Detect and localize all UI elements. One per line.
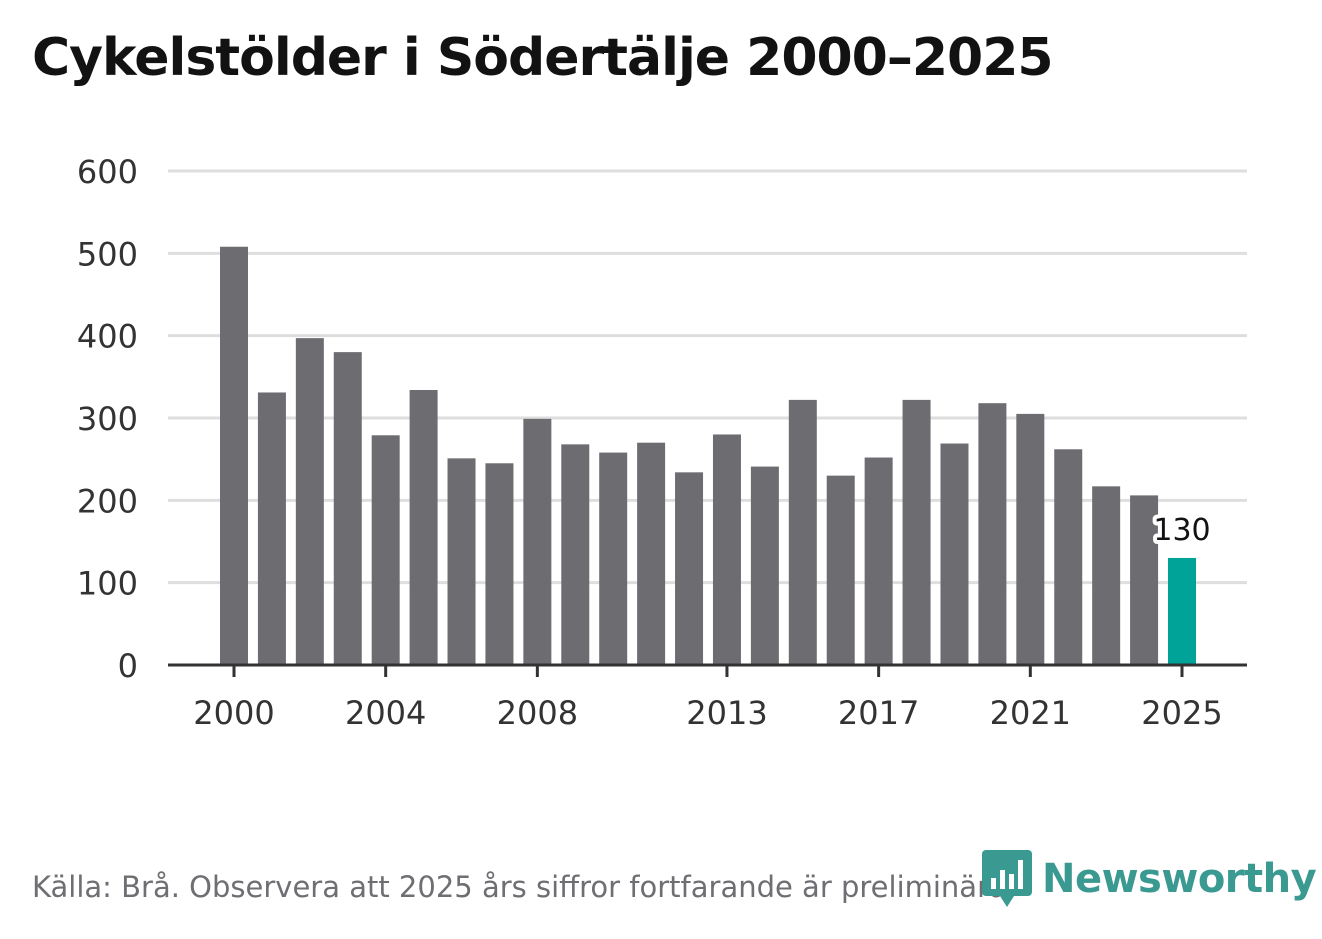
bar-2017 bbox=[864, 457, 893, 665]
bar-2000 bbox=[220, 246, 248, 665]
bar-2006 bbox=[447, 458, 476, 665]
newsworthy-logo-icon bbox=[982, 850, 1032, 907]
bar-2022 bbox=[1054, 449, 1083, 665]
bar-2015 bbox=[788, 399, 817, 665]
data-label: 130 bbox=[1153, 513, 1210, 548]
bar-2018 bbox=[902, 399, 931, 665]
y-tick-label: 500 bbox=[77, 235, 138, 273]
bar-2005 bbox=[409, 390, 438, 665]
y-tick-label: 200 bbox=[77, 482, 138, 520]
x-tick-label: 2008 bbox=[497, 694, 578, 732]
bar-2011 bbox=[637, 442, 666, 665]
bar-2024 bbox=[1130, 495, 1159, 665]
x-tick-label: 2025 bbox=[1141, 694, 1222, 732]
bar-2002 bbox=[295, 338, 324, 665]
x-tick-label: 2021 bbox=[990, 694, 1071, 732]
bar-2001 bbox=[257, 392, 286, 665]
bar-2008 bbox=[523, 418, 552, 665]
y-tick-label: 100 bbox=[77, 565, 138, 603]
bar-2014 bbox=[750, 466, 779, 665]
source-note: Källa: Brå. Observera att 2025 års siffr… bbox=[32, 870, 1016, 904]
y-tick-label: 300 bbox=[77, 400, 138, 438]
x-axis: 2000 2004 2008 2013 2017 2021 2025 bbox=[168, 663, 1247, 732]
y-axis: 0 100 200 300 400 500 600 bbox=[77, 153, 138, 685]
bar-2004 bbox=[371, 435, 400, 665]
bar-2007 bbox=[485, 463, 514, 665]
brand-name: Newsworthy bbox=[1042, 856, 1317, 902]
bar-2023 bbox=[1092, 486, 1121, 665]
bar-2013 bbox=[712, 434, 741, 665]
x-tick-label: 2013 bbox=[686, 694, 767, 732]
bar-2012 bbox=[675, 472, 704, 665]
bar-2009 bbox=[561, 444, 590, 665]
gridlines bbox=[168, 169, 1247, 585]
y-tick-label: 600 bbox=[77, 153, 138, 191]
brand-logo[interactable]: Newsworthy bbox=[982, 850, 1317, 908]
data-label-halo: 130 bbox=[1153, 513, 1210, 548]
x-tick-label: 2017 bbox=[838, 694, 919, 732]
bar-2016 bbox=[826, 475, 855, 665]
x-tick-label: 2000 bbox=[193, 694, 274, 732]
y-tick-label: 0 bbox=[118, 647, 138, 685]
bar-2019 bbox=[940, 443, 969, 665]
chart-title: Cykelstölder i Södertälje 2000–2025 bbox=[32, 28, 1054, 88]
bar-2021 bbox=[1016, 413, 1045, 665]
y-tick-label: 400 bbox=[77, 318, 138, 356]
bar-2003 bbox=[333, 352, 362, 665]
bar-2020 bbox=[978, 403, 1007, 665]
bars bbox=[220, 246, 1196, 665]
bar-2010 bbox=[599, 452, 628, 665]
bar-2025 bbox=[1168, 557, 1196, 665]
x-tick-label: 2004 bbox=[345, 694, 426, 732]
